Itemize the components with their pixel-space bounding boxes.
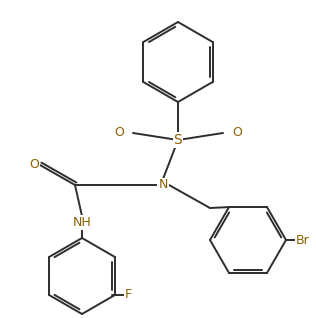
Text: N: N: [158, 178, 168, 191]
Text: S: S: [173, 133, 182, 147]
Text: O: O: [114, 127, 124, 140]
Text: Br: Br: [296, 233, 310, 246]
Text: O: O: [29, 157, 39, 170]
Text: NH: NH: [73, 216, 91, 229]
Text: O: O: [232, 127, 242, 140]
Text: F: F: [125, 288, 132, 301]
